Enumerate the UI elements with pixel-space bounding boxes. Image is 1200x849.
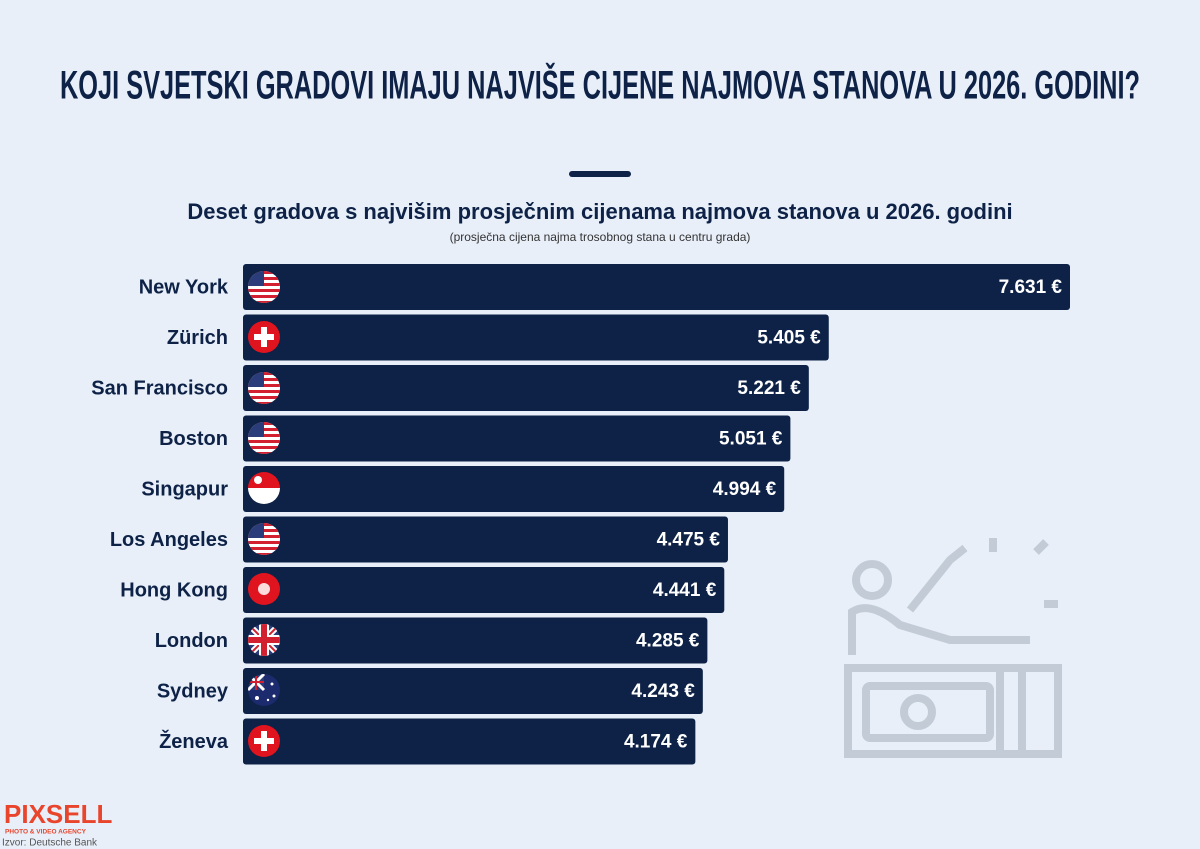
value-label: 4.243 € xyxy=(631,681,695,702)
logo-tagline: PHOTO & VIDEO AGENCY xyxy=(5,829,87,836)
source: Izvor: Deutsche Bank xyxy=(2,838,98,849)
category-label: Singapur xyxy=(141,478,228,500)
category-label: Boston xyxy=(159,428,228,450)
category-label: San Francisco xyxy=(91,377,228,399)
divider xyxy=(569,171,631,177)
decor-icon xyxy=(844,538,1062,758)
bar xyxy=(243,668,703,714)
value-label: 5.051 € xyxy=(719,429,783,450)
bar xyxy=(243,314,829,361)
category-label: Zürich xyxy=(167,327,228,349)
bar xyxy=(243,617,708,664)
category-label: Ženeva xyxy=(159,729,229,753)
value-label: 5.221 € xyxy=(737,378,801,399)
bar xyxy=(243,516,728,563)
bar xyxy=(243,264,1070,310)
flags xyxy=(248,271,280,757)
category-label: Los Angeles xyxy=(110,529,228,551)
value-label: 7.631 € xyxy=(999,277,1063,298)
value-label: 5.405 € xyxy=(757,328,821,349)
bar xyxy=(243,365,809,411)
category-label: New York xyxy=(139,276,229,298)
value-label: 4.174 € xyxy=(624,732,688,753)
bar xyxy=(243,415,791,462)
category-label: Hong Kong xyxy=(120,579,228,601)
bar xyxy=(243,466,785,512)
category-label: London xyxy=(155,630,228,652)
chart-title: KOJI SVJETSKI GRADOVI IMAJU NAJVIŠE CIJE… xyxy=(60,62,1140,108)
bar xyxy=(243,718,696,765)
category-label: Sydney xyxy=(157,680,229,702)
value-label: 4.285 € xyxy=(636,631,700,652)
chart-subtitle: Deset gradova s najvišim prosječnim cije… xyxy=(187,199,1012,224)
value-label: 4.441 € xyxy=(653,580,717,601)
value-label: 4.994 € xyxy=(713,479,777,500)
bar xyxy=(243,567,725,613)
chart-note: (prosječna cijena najma trosobnog stana … xyxy=(450,230,751,244)
logo: PIXSELL xyxy=(4,799,112,829)
value-label: 4.475 € xyxy=(657,530,721,551)
